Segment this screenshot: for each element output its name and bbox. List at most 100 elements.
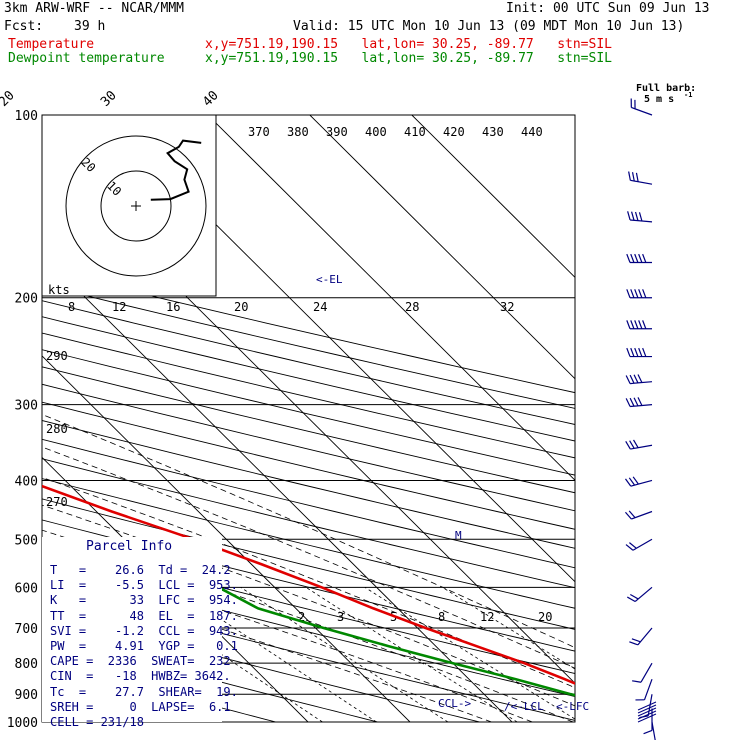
- hodograph-unit-label: kts: [48, 283, 70, 297]
- wind-barb-flag: [625, 398, 631, 407]
- theta-label: 370: [248, 125, 270, 139]
- chart-labels: 1002003004005006007008009001000-80-70-60…: [0, 88, 552, 731]
- wind-barb-staff: [631, 106, 653, 116]
- dry-adiabat-line: [42, 316, 575, 442]
- dry-adiabat-line: [42, 609, 482, 722]
- level-annotation: CCL->: [438, 697, 471, 710]
- wind-barb-flag: [634, 253, 639, 263]
- hodograph-frame: [41, 114, 217, 297]
- parcel-info-row: LI = -5.5 LCL = 953.: [50, 578, 238, 593]
- moist-adiabat-label: 16: [166, 300, 180, 314]
- wind-barb-flag: [625, 544, 634, 551]
- wind-barb-flag: [630, 320, 635, 329]
- wind-barb: [632, 662, 653, 683]
- pressure-tick-label: 300: [15, 399, 38, 414]
- wind-barb-staff: [630, 179, 653, 185]
- wind-barb-staff: [643, 678, 653, 701]
- wind-barb-flag: [628, 477, 636, 486]
- parcel-info-row: CELL = 231/18: [50, 715, 144, 729]
- parcel-info-row: SVI = -1.2 CCL = 943.: [50, 623, 238, 638]
- barb-legend-superscript: -1: [684, 91, 693, 99]
- wind-barb-flag: [630, 289, 635, 298]
- wind-barb-flag: [625, 375, 631, 384]
- parcel-info-row: CIN = -18 HWBZ= 3642.: [50, 669, 231, 684]
- wind-barb-staff: [651, 721, 656, 740]
- wind-barb-staff: [637, 701, 657, 711]
- theta-label: 430: [482, 125, 504, 139]
- wind-barb-flag: [635, 172, 639, 182]
- hodograph-trace: [150, 139, 202, 201]
- wind-barbs: [624, 98, 657, 740]
- wind-barb: [625, 397, 653, 408]
- parcel-info-row: T = 26.6 Td = 24.2: [50, 563, 231, 577]
- wind-barb-flag: [638, 212, 643, 222]
- wind-barb: [625, 439, 653, 450]
- wind-barb-flag: [631, 211, 635, 221]
- pressure-tick-label: 200: [15, 292, 38, 307]
- theta-label: 410: [404, 125, 426, 139]
- wind-barb-flag: [642, 320, 647, 329]
- dry-adiabat-line: [42, 332, 575, 459]
- valid-time: Valid: 15 UTC Mon 10 Jun 13 (09 MDT Mon …: [293, 19, 685, 34]
- wind-barb-flag: [634, 347, 639, 357]
- pressure-tick-label: 400: [15, 474, 38, 489]
- wind-barb-staff: [632, 538, 653, 551]
- dewpoint-legend-info: x,y=751.19,190.15 lat,lon= 30.25, -89.77…: [205, 51, 612, 66]
- parcel-info-row: CAPE = 2336 SWEAT= 232: [50, 654, 231, 669]
- temperature-legend-label: Temperature: [8, 37, 95, 52]
- wind-barb-flag: [626, 320, 631, 329]
- wind-barb: [629, 627, 653, 646]
- wind-barb-staff: [637, 627, 653, 646]
- wind-barb: [626, 320, 652, 330]
- wind-barb-flag: [637, 397, 643, 406]
- parcel-info-box: Parcel Info T = 26.6 Td = 24.2 LI = -5.5 …: [42, 537, 238, 729]
- dry-adiabat-line: [42, 458, 575, 589]
- wind-barb-flag: [627, 596, 636, 603]
- moist-adiabat-label: 24: [313, 300, 327, 314]
- isotherm-line: [309, 115, 575, 380]
- wind-barb-flag: [642, 347, 647, 357]
- wind-barb-flag: [638, 347, 643, 357]
- barb-legend-line1: Full barb:: [636, 83, 697, 94]
- level-annotation: /<-LCL: [504, 700, 544, 713]
- dry-adiabat-line: [42, 269, 575, 394]
- wind-barb: [635, 678, 653, 701]
- wind-barb-flag: [630, 253, 635, 263]
- dry-adiabat-line: [42, 498, 575, 630]
- parcel-info-row: SREH = 0 LAPSE= 6.1: [50, 699, 231, 714]
- wind-barb: [624, 510, 653, 520]
- hodograph-ring: [100, 170, 172, 242]
- wind-barb-flag: [632, 680, 642, 683]
- wind-barb-flag: [628, 171, 631, 181]
- wind-barb-flag: [629, 374, 635, 384]
- wind-barb-staff: [637, 713, 657, 723]
- parcel-info-row: TT = 48 EL = 187.: [50, 608, 238, 623]
- level-annotation: <-EL: [316, 273, 343, 286]
- wind-barb-flag: [631, 172, 635, 182]
- dry-adiabat-line: [42, 586, 575, 721]
- sounding-annotations: <-EL CCL-> /<-LCL <-LFC M: [316, 273, 589, 713]
- wind-barb-staff: [637, 710, 657, 720]
- wind-barb-staff: [640, 662, 653, 683]
- wind-barb-flag: [625, 441, 631, 450]
- pressure-tick-label: 100: [15, 109, 38, 124]
- isotherm-label: 20: [0, 88, 18, 110]
- wind-barb-flag: [630, 594, 639, 600]
- barb-legend-line2: 5 m s: [644, 94, 675, 105]
- wind-barb: [626, 253, 652, 264]
- wind-barb-flag: [629, 440, 635, 449]
- wind-barb-flag: [627, 211, 631, 221]
- dry-adiabat-line: [42, 349, 575, 476]
- wind-barb-flag: [626, 289, 631, 298]
- wind-barb-flag: [634, 289, 639, 298]
- dry-adiabat-line: [42, 300, 575, 425]
- wind-barb: [627, 586, 653, 603]
- mixing-ratio-label: 12: [480, 610, 494, 624]
- theta-label: 380: [287, 125, 309, 139]
- wind-barb-flag: [642, 253, 647, 263]
- wind-barb: [628, 171, 653, 185]
- wind-barb-flag: [638, 289, 643, 298]
- dewpoint-profile: [42, 545, 575, 697]
- moist-adiabat-label: 8: [68, 300, 75, 314]
- moist-adiabat-line: [42, 476, 575, 689]
